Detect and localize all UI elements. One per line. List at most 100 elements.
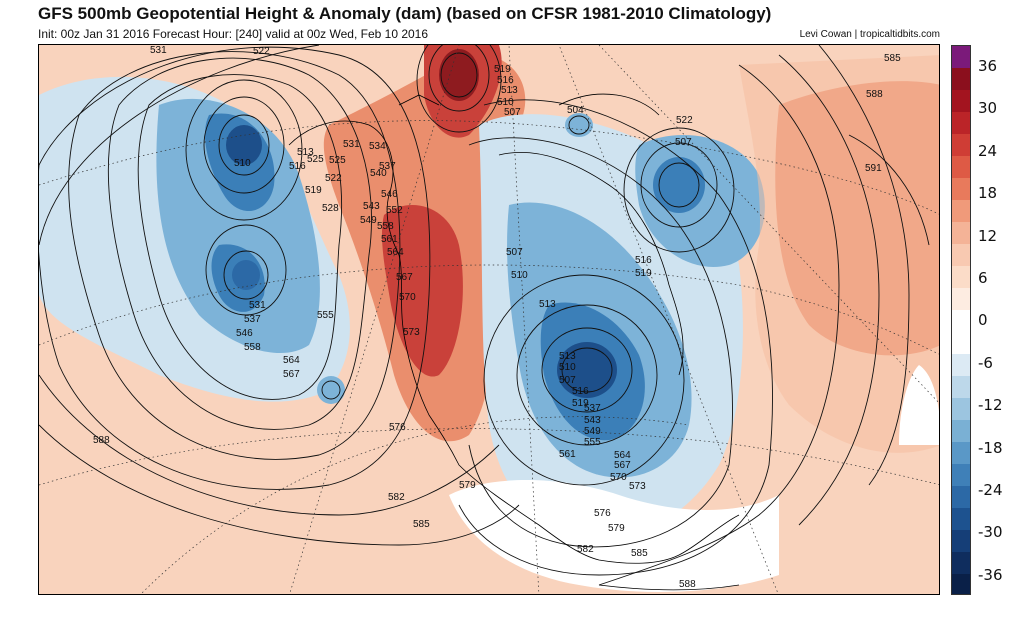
contour-label: 549 [584, 426, 601, 437]
contour-label: 513 [539, 299, 556, 310]
colorbar-segment [952, 486, 970, 509]
contour-label: 582 [577, 544, 594, 555]
contour-label: 573 [629, 481, 646, 492]
contour-label: 537 [244, 314, 261, 325]
contour-label: 519 [494, 64, 511, 75]
contour-label: 543 [584, 415, 601, 426]
contour-label: 510 [234, 158, 251, 169]
contour-label: 537 [584, 403, 601, 414]
anomaly-shading [39, 45, 939, 592]
colorbar-label: -18 [978, 438, 1003, 457]
colorbar-segment [952, 222, 970, 245]
contour-label: 516 [497, 75, 514, 86]
contour-label: 555 [584, 437, 601, 448]
coastlines [288, 93, 740, 591]
western-ridge-warm-core [381, 205, 463, 377]
contour-label: 519 [305, 185, 322, 196]
contour-label: 579 [459, 480, 476, 491]
contour-label: 579 [608, 523, 625, 534]
contour-label: 567 [614, 460, 631, 471]
atlantic-warm-light [739, 55, 939, 453]
contour-label: 570 [399, 292, 416, 303]
colorbar-segment [952, 442, 970, 465]
colorbar-segment [952, 530, 970, 553]
forecast-info: Init: 00z Jan 31 2016 Forecast Hour: [24… [38, 27, 429, 41]
contour-label: 513 [297, 147, 314, 158]
colorbar-segment [952, 398, 970, 421]
contour-label: 525 [329, 155, 346, 166]
colorbar-segment [952, 574, 970, 594]
colorbar-segment [952, 156, 970, 179]
colorbar-label: -24 [978, 481, 1003, 499]
colorbar-segment [952, 464, 970, 487]
colorbar-segment [952, 354, 970, 377]
contour-label: 504 [567, 105, 584, 116]
colorbar-label: -30 [978, 523, 1003, 542]
colorbar-segment [952, 200, 970, 223]
contour-label: 510 [497, 97, 514, 108]
contour-label: 519 [635, 268, 652, 279]
contour-label: 564 [283, 355, 300, 366]
colorbar-segment [952, 552, 970, 575]
colorbar-label: 30 [978, 99, 998, 118]
colorbar-label: 36 [978, 57, 998, 75]
colorbar-segment [952, 134, 970, 157]
contour-label: 543 [363, 201, 380, 212]
weather-map: 531 522 525 519 516 513 510 507 504 522 507 585 588 5… [38, 44, 940, 595]
contour-label: 522 [325, 173, 342, 184]
contour-label: 522 [253, 46, 270, 57]
colorbar-label: 24 [978, 141, 998, 160]
contour-label: 582 [388, 492, 405, 503]
colorbar-segment [952, 266, 970, 289]
colorbar-segment [952, 46, 970, 69]
colorbar-segment [952, 112, 970, 135]
colorbar-label: 6 [978, 269, 988, 287]
mexico-neutral [449, 480, 779, 592]
contour-label: 525 [307, 154, 324, 165]
graticule [39, 45, 939, 594]
colorbar-label: 12 [978, 226, 998, 245]
colorbar-segment [952, 288, 970, 311]
contour-label: 531 [343, 139, 360, 150]
contour-label: 561 [559, 449, 576, 460]
contour-label: 561 [381, 234, 398, 245]
labrador-cold-core [653, 157, 705, 213]
contour-label: 507 [559, 375, 576, 386]
contour-label: 567 [283, 369, 300, 380]
contour-label: 558 [377, 221, 394, 232]
small-cold-vortex [317, 376, 345, 404]
alaska-warm-core [439, 49, 479, 101]
contour-label: 540 [370, 168, 387, 179]
colorbar-label: 18 [978, 184, 998, 203]
map-title: GFS 500mb Geopotential Height & Anomaly … [38, 4, 772, 23]
contour-label: 531 [150, 45, 167, 56]
contour-label: 585 [884, 53, 901, 64]
colorbar-segment [952, 68, 970, 91]
contour-label: 585 [413, 519, 430, 530]
contour-label: 576 [594, 508, 611, 519]
credit-text: Levi Cowan | tropicaltidbits.com [799, 29, 940, 40]
contour-label: 510 [559, 362, 576, 373]
contour-label: 564 [614, 450, 631, 461]
contour-label: 567 [396, 272, 413, 283]
colorbar [951, 45, 971, 595]
contour-label: 549 [360, 215, 377, 226]
colorbar-segment [952, 376, 970, 399]
pacific-cold-anomaly-max [226, 125, 262, 165]
eastern-cold-anomaly-max [557, 342, 617, 398]
colorbar-segment [952, 332, 970, 355]
colorbar-segment [952, 244, 970, 267]
contour-label: 528 [322, 203, 339, 214]
pacific-cold-anomaly-core [204, 113, 275, 312]
contour-label: 522 [676, 115, 693, 126]
contour-label: 588 [93, 435, 110, 446]
pacific-cold-anomaly-max-2 [232, 260, 260, 290]
contour-label: 507 [506, 247, 523, 258]
contour-label: 510 [511, 270, 528, 281]
contour-label: 588 [866, 89, 883, 100]
atlantic-neutral [899, 365, 939, 445]
contour-label: 564 [387, 247, 404, 258]
contour-label: 570 [610, 472, 627, 483]
